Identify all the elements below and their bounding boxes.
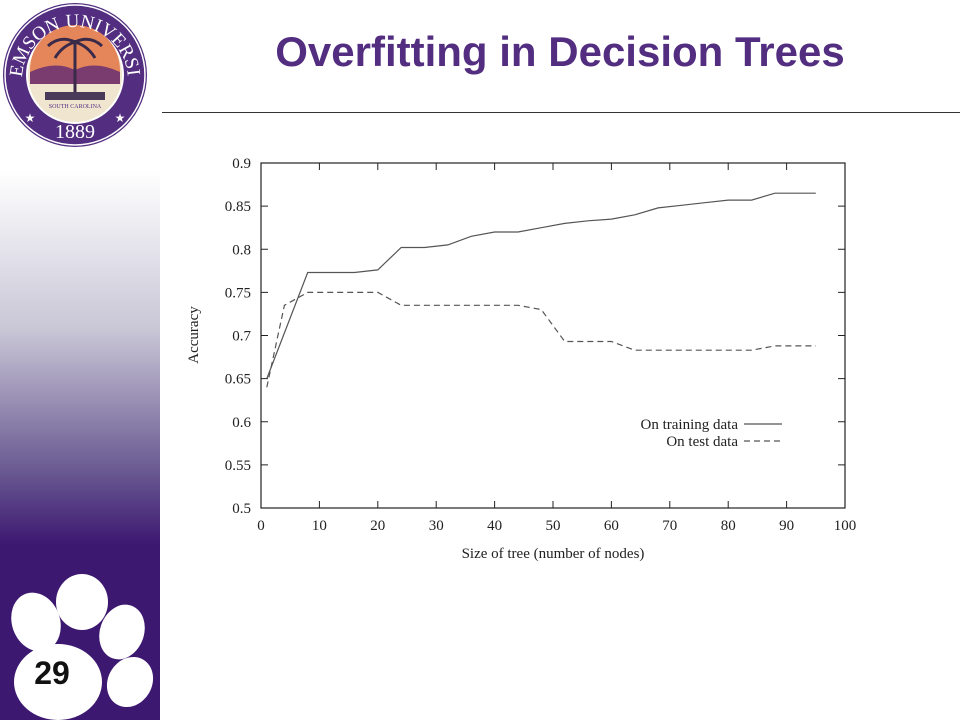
plot-frame [260,162,846,509]
legend-label: On training data [641,417,739,433]
y-tick-label: 0.55 [225,458,251,474]
x-tick-label: 80 [721,518,736,534]
x-tick-label: 0 [257,518,265,534]
x-tick-label: 90 [779,518,794,534]
y-tick-label: 0.65 [225,372,251,388]
seal-star-left-icon: ★ [25,111,36,125]
seal-state: SOUTH CAROLINA [49,104,102,110]
x-tick-label: 50 [546,518,561,534]
y-tick-label: 0.85 [225,199,251,215]
slide-number: 29 [34,655,70,691]
y-tick-label: 0.8 [232,242,251,258]
x-tick-label: 20 [370,518,385,534]
y-tick-label: 0.5 [232,501,251,517]
clemson-seal-logo: SOUTH CAROLINA CLEMSON UNIVERSITY 1889 ★… [0,0,147,147]
x-tick-label: 60 [604,518,619,534]
y-tick-label: 0.9 [232,156,251,172]
x-tick-label: 100 [834,518,857,534]
y-tick-label: 0.75 [225,285,251,301]
seal-star-right-icon: ★ [115,111,126,125]
x-tick-label: 10 [312,518,327,534]
x-tick-label: 40 [487,518,502,534]
y-axis-label: Accuracy [186,306,202,364]
training-data-line [266,192,816,379]
series-layer [266,192,816,388]
x-tick-label: 30 [429,518,444,534]
y-tick-label: 0.7 [232,329,251,345]
accuracy-line-chart: 0.5 0.55 0.6 0.65 0.7 0.75 0.8 0.85 0.9 0 10 20 30 4… [186,156,856,562]
x-axis-label: Size of tree (number of nodes) [462,546,645,562]
sidebar-gradient: SOUTH CAROLINA CLEMSON UNIVERSITY 1889 ★… [0,0,160,720]
x-tick-label: 70 [662,518,677,534]
x-axis-ticks: 0 10 20 30 40 50 60 70 80 90 100 [257,163,856,534]
y-tick-label: 0.6 [232,415,251,431]
test-data-line [266,291,816,388]
y-axis-ticks: 0.5 0.55 0.6 0.65 0.7 0.75 0.8 0.85 0.9 [225,156,845,517]
tiger-paw-icon [11,574,154,720]
slide-title: Overfitting in Decision Trees [275,28,845,75]
seal-year: 1889 [55,121,95,143]
title-divider [162,112,960,113]
legend-label: On test data [666,434,738,450]
